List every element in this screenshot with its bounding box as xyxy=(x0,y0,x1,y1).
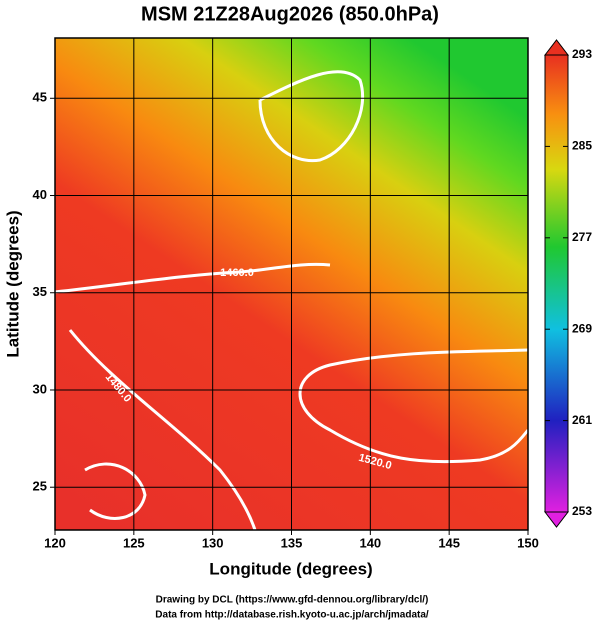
contour-line xyxy=(298,348,530,464)
colorbar-arrow xyxy=(543,511,570,528)
footer-line: Drawing by DCL (https://www.gfd-dennou.o… xyxy=(156,595,429,606)
y-axis-label: Latitude (degrees) xyxy=(3,210,22,357)
x-axis-label: Longitude (degrees) xyxy=(209,559,372,578)
contour-line xyxy=(54,262,331,294)
x-tick-label: 150 xyxy=(517,535,539,550)
colorbar-tick-label: 285 xyxy=(572,139,592,153)
colorbar-arrow xyxy=(543,39,570,56)
x-tick-label: 120 xyxy=(44,535,66,550)
colorbar-ticks: 253 261 269 277 285 293 xyxy=(545,47,592,518)
contour-label: 1460.0 xyxy=(220,267,254,279)
colorbar-tick-label: 277 xyxy=(572,230,592,244)
colorbar-tick-label: 261 xyxy=(572,413,592,427)
grid xyxy=(54,38,529,530)
colorbar xyxy=(544,54,569,513)
colorbar-tick-label: 293 xyxy=(572,47,592,61)
colorbar-tick-label: 269 xyxy=(572,321,592,335)
x-tick-label: 145 xyxy=(438,535,460,550)
x-tick-label: 125 xyxy=(123,535,145,550)
y-tick-label: 45 xyxy=(33,90,47,105)
y-tick-label: 35 xyxy=(33,284,47,299)
colorbar-tick-label: 253 xyxy=(572,504,592,518)
x-tick-label: 130 xyxy=(202,535,224,550)
contour-line xyxy=(84,462,147,520)
footer-line: Data from http://database.rish.kyoto-u.a… xyxy=(155,610,429,621)
y-tick-label: 40 xyxy=(33,187,47,202)
contour-line xyxy=(258,70,365,163)
chart-title: MSM 21Z28Aug2026 (850.0hPa) xyxy=(141,3,439,25)
x-tick-label: 135 xyxy=(281,535,303,550)
x-tick-label: 140 xyxy=(359,535,381,550)
y-tick-label: 30 xyxy=(33,381,47,396)
contour-line xyxy=(68,329,257,531)
contours xyxy=(54,70,530,531)
y-tick-label: 25 xyxy=(33,479,47,494)
